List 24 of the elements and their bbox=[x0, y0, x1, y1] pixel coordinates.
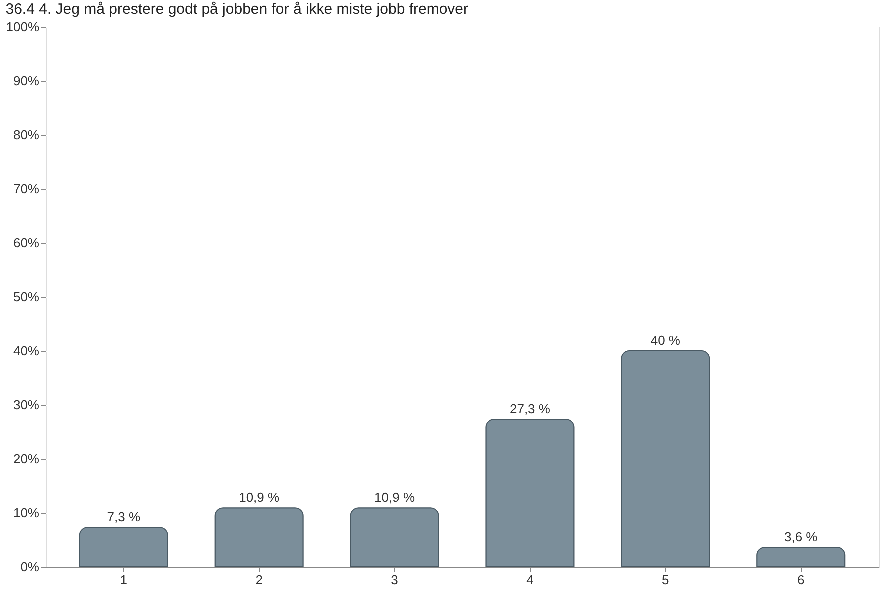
x-tick-label: 6 bbox=[798, 572, 805, 588]
chart-title: 36.4 4. Jeg må prestere godt på jobben for å ikke miste jobb fremover bbox=[6, 1, 469, 18]
x-tick-label: 5 bbox=[662, 572, 670, 588]
data-label: 10,9 % bbox=[239, 490, 280, 506]
y-tick-label: 10% bbox=[13, 506, 40, 520]
y-tick-label: 0% bbox=[20, 560, 40, 574]
x-tick-label: 3 bbox=[391, 572, 398, 588]
x-tick-label: 2 bbox=[256, 572, 263, 588]
data-label: 27,3 % bbox=[510, 402, 551, 417]
y-tick-label: 40% bbox=[13, 344, 40, 358]
y-tick-label: 30% bbox=[13, 398, 40, 412]
y-tick-label: 100% bbox=[6, 20, 40, 34]
data-label: 3,6 % bbox=[784, 530, 818, 545]
y-tick-label: 70% bbox=[13, 182, 40, 196]
y-tick-label: 50% bbox=[13, 290, 40, 304]
x-tick-label: 1 bbox=[120, 572, 128, 588]
y-tick-label: 20% bbox=[13, 452, 40, 466]
data-label: 7,3 % bbox=[107, 510, 141, 525]
y-tick-label: 60% bbox=[13, 236, 40, 250]
y-tick-label: 80% bbox=[13, 128, 40, 142]
y-tick-label: 90% bbox=[13, 74, 40, 88]
data-label: 40 % bbox=[650, 333, 681, 348]
data-label: 10,9 % bbox=[374, 490, 416, 506]
x-tick-label: 4 bbox=[526, 572, 534, 588]
